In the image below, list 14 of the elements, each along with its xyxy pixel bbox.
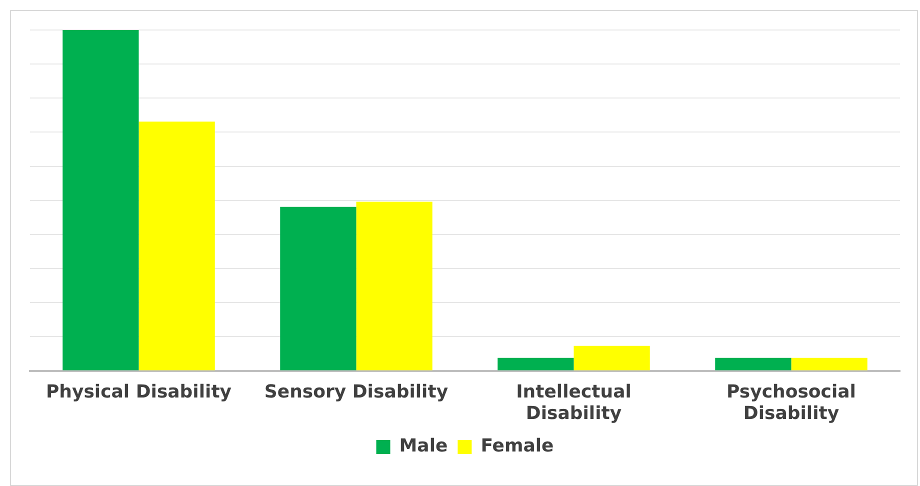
x-tick-label: Physical Disability — [46, 381, 232, 402]
bar — [62, 30, 139, 370]
bar — [356, 202, 432, 370]
bar — [498, 358, 574, 370]
x-tick-label: Sensory Disability — [264, 381, 448, 402]
legend-label: Male — [399, 436, 448, 457]
bar — [715, 358, 792, 370]
bar — [138, 122, 215, 370]
bar — [280, 206, 356, 370]
bar — [791, 358, 868, 370]
x-tick-label: Psychosocial Disability — [726, 381, 856, 424]
bar — [574, 346, 650, 370]
x-tick-label: Intellectual Disability — [516, 381, 632, 424]
legend-label: Female — [480, 436, 554, 457]
